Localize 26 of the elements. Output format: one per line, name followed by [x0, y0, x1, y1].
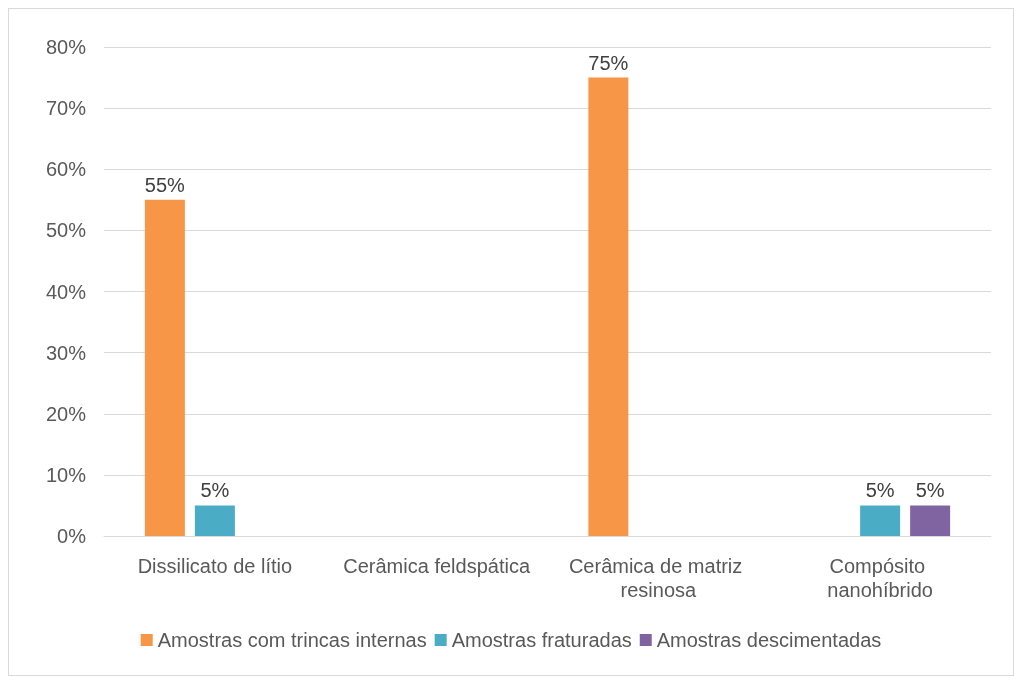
legend-label: Amostras fraturadas	[451, 629, 632, 651]
y-tick-label: 10%	[45, 463, 87, 486]
y-tick-label: 20%	[45, 402, 87, 425]
data-label: 55%	[144, 173, 186, 196]
x-tick-label: Dissilicato de lítio	[137, 555, 293, 577]
data-label: 5%	[915, 479, 945, 502]
x-tick-label: Cerâmica de matriz resinosa	[568, 555, 748, 601]
bar	[194, 505, 235, 536]
x-tick-label: Compósito nanohíbrido	[827, 555, 933, 601]
bar	[588, 77, 629, 536]
legend-label: Amostras descimentadas	[656, 629, 882, 651]
legend-label: Amostras com trincas internas	[157, 629, 427, 651]
data-label: 5%	[865, 479, 895, 502]
data-label: 75%	[588, 51, 629, 74]
y-tick-label: 30%	[45, 341, 87, 364]
x-tick-label: Cerâmica feldspática	[343, 555, 531, 577]
y-tick-label: 70%	[45, 97, 87, 120]
y-tick-label: 60%	[45, 158, 87, 181]
y-tick-label: 80%	[45, 36, 87, 58]
bar	[910, 505, 951, 536]
bar	[144, 199, 185, 536]
bar	[860, 505, 901, 536]
y-tick-label: 50%	[45, 219, 87, 242]
y-tick-label: 0%	[57, 525, 87, 547]
y-tick-label: 40%	[45, 280, 87, 303]
data-label: 5%	[200, 479, 230, 502]
